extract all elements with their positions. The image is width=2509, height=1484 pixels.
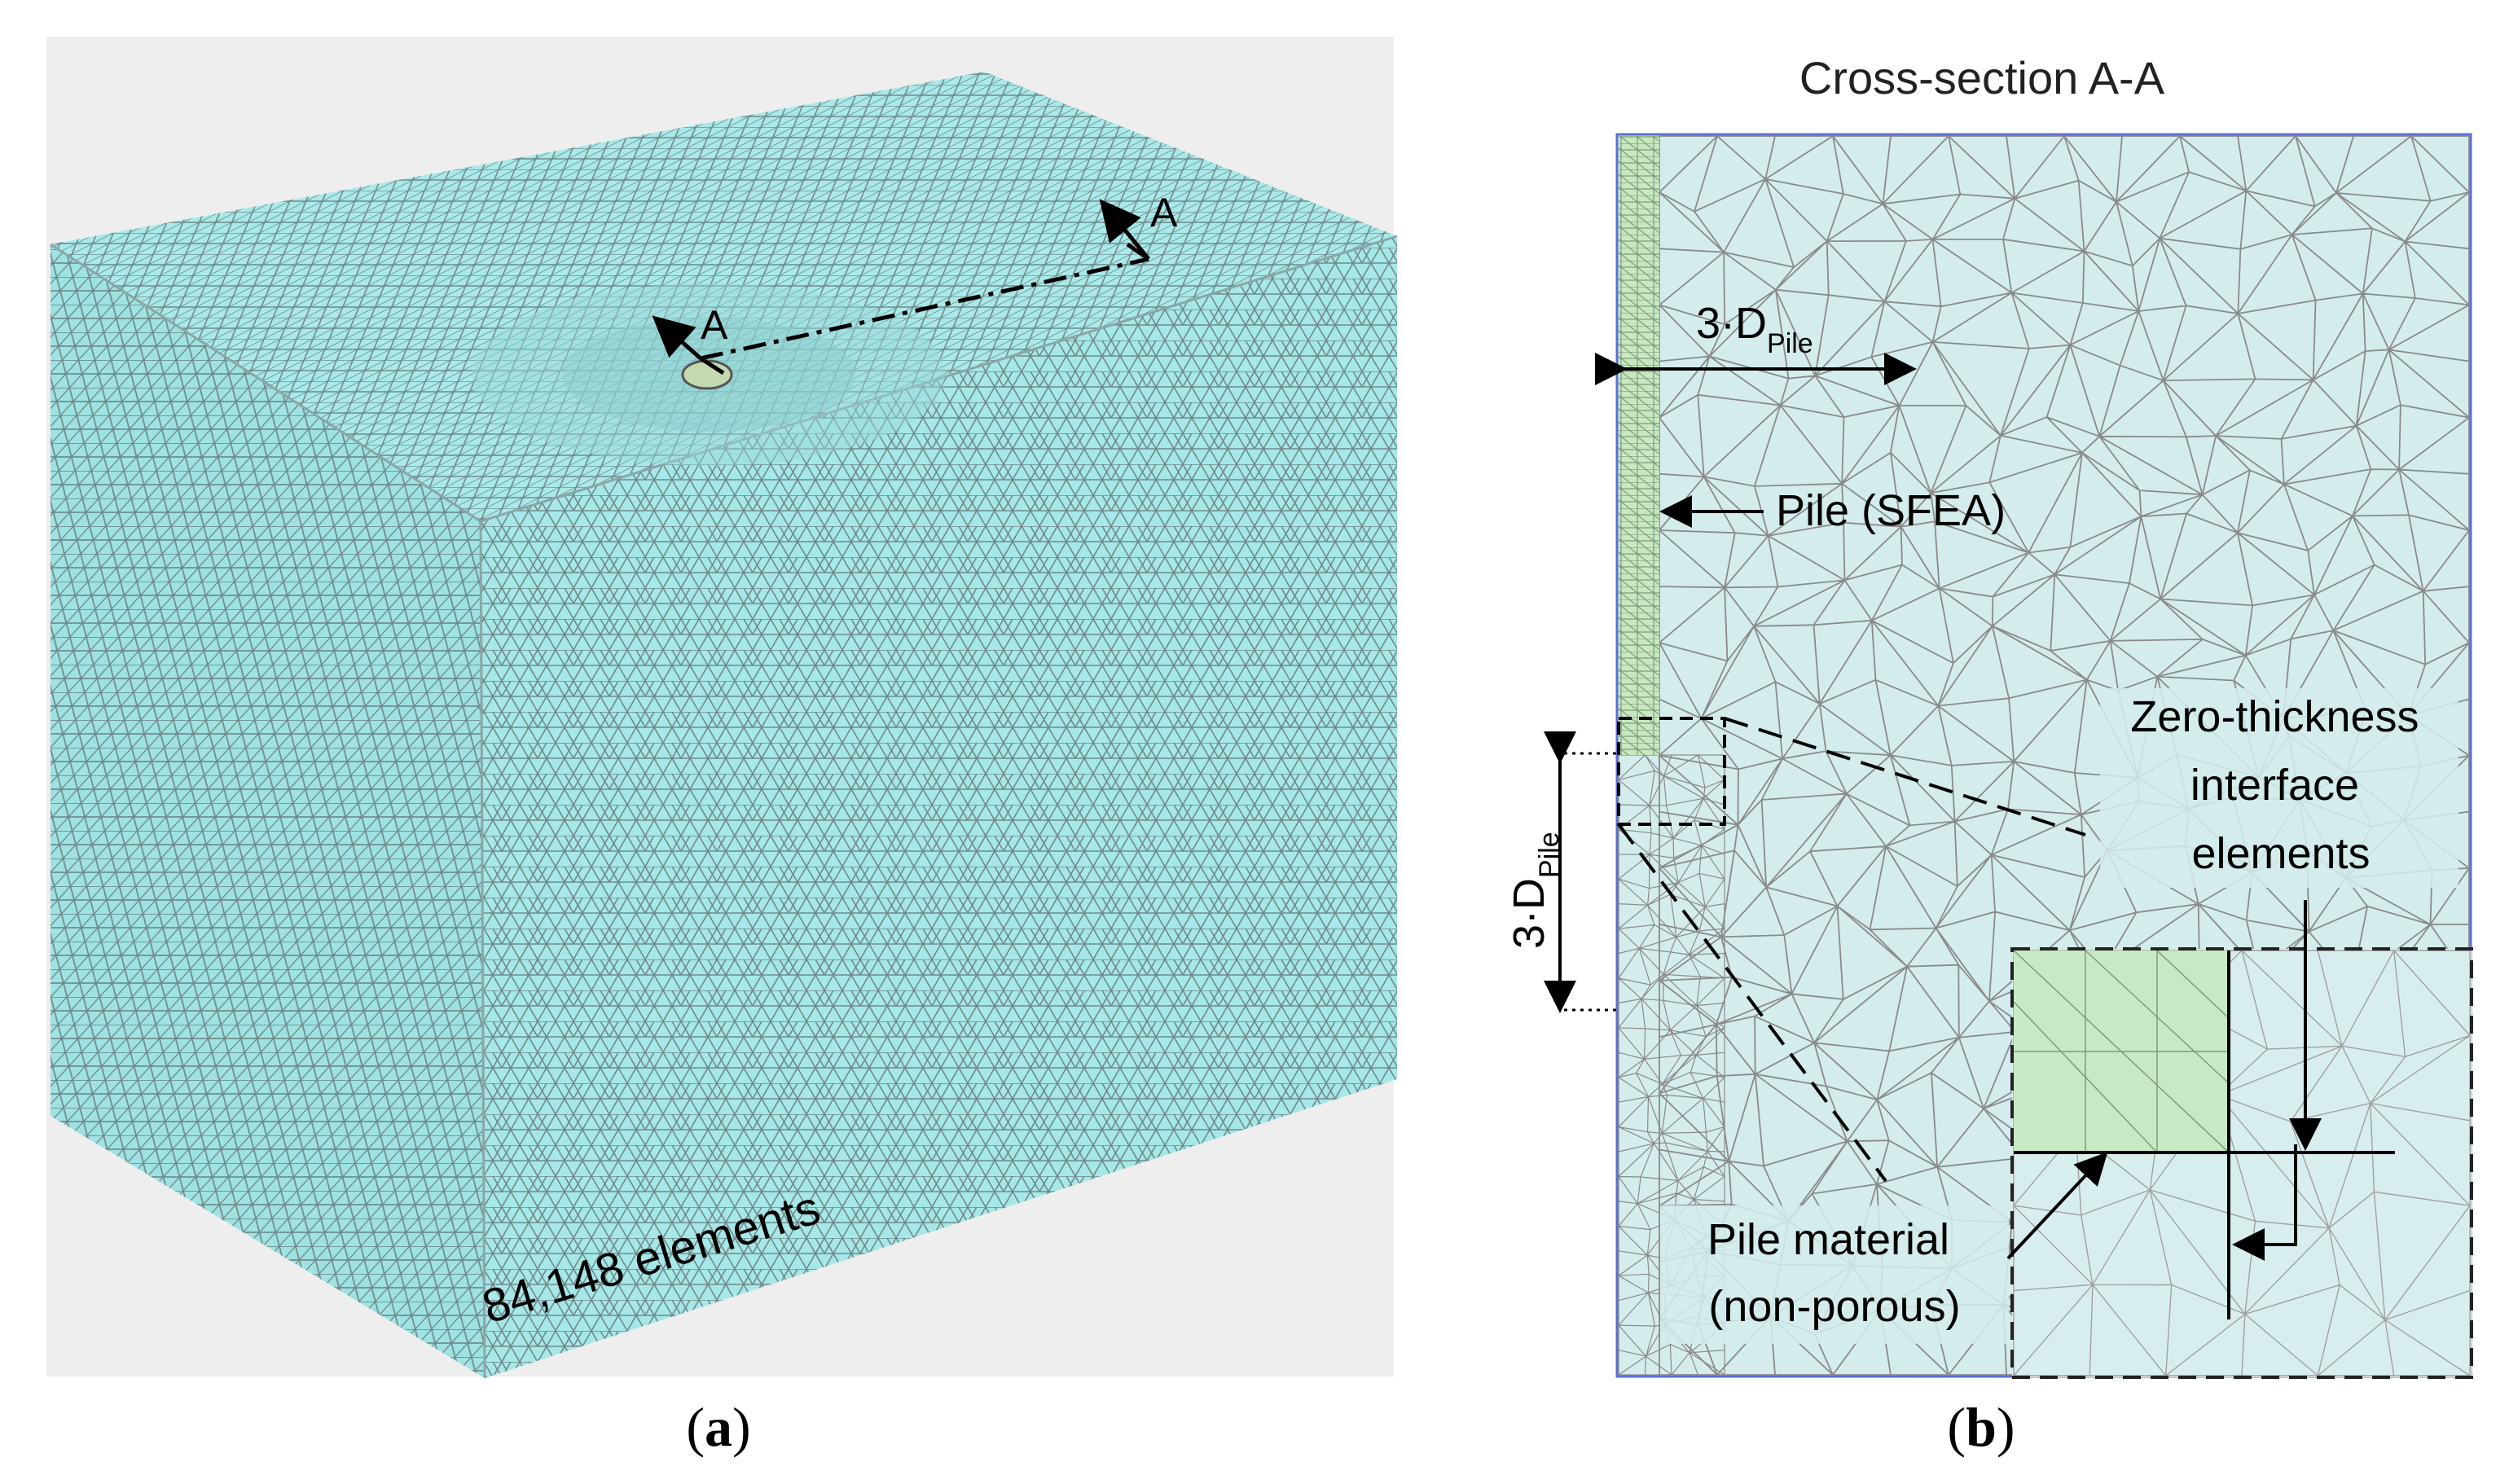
section-label-right: A [1150,190,1178,235]
interface-pointer-2 [2232,1144,2297,1261]
dim-vertical-label: 3·DPile [1505,832,1565,949]
material-label-bg [1660,1205,2009,1344]
zoom-source-box [1617,717,1726,826]
pile-label: Pile (SFEA) [1776,486,2006,535]
panel-b: Cross-section A-A 3·DPi [1505,52,2473,1458]
zoom-guide-upper [1724,717,2086,836]
caption-a: (a) [686,1396,750,1458]
section-line-a-a: A A [652,190,1178,375]
panel-a: A A 84,148 elements (a) [46,37,1398,1458]
zoom-guide-lower [1617,823,1887,1183]
dimension-vertical: 3·DPile [1505,731,1619,1013]
material-label: Pile material (non-porous) [1707,1215,1962,1331]
dimension-horizontal: 3·DPile [1595,299,1917,385]
caption-b: (b) [1947,1396,2015,1458]
section-arrow-right [1099,199,1150,261]
cross-section-title: Cross-section A-A [1799,52,2165,103]
material-pointer [2006,1152,2108,1260]
interface-label-bg [2100,688,2458,888]
soil-block-3d [50,72,1398,1379]
interface-label: Zero-thickness interface elements [2130,692,2431,878]
section-label-left: A [701,302,728,348]
section-arrow-left [652,315,702,360]
detail-inset [2010,947,2473,1379]
dim-horizontal-label: 3·DPile [1696,299,1813,359]
